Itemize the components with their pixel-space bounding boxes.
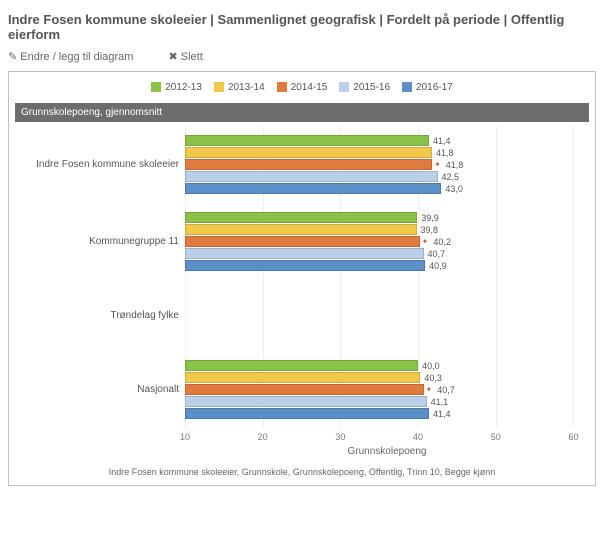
bar-row: 39,8	[185, 224, 589, 235]
x-tick: 30	[335, 432, 345, 442]
bar-row: 40,3	[185, 372, 589, 383]
bars-container: 39,9 39,8 ✦ 40,2 40,7 40,9	[185, 211, 589, 272]
x-tick: 20	[258, 432, 268, 442]
x-tick: 60	[568, 432, 578, 442]
edit-button[interactable]: ✎ Endre / legg til diagram	[8, 51, 149, 63]
legend-item[interactable]: 2016-17	[402, 82, 453, 93]
plot-area: Indre Fosen kommune skoleeier41,441,8✦41…	[15, 126, 589, 428]
x-tick: 40	[413, 432, 423, 442]
chart-footer: Indre Fosen kommune skoleeier, Grunnskol…	[15, 457, 589, 479]
category-group: Indre Fosen kommune skoleeier41,441,8✦41…	[15, 126, 589, 203]
legend-item[interactable]: 2015-16	[339, 82, 390, 93]
legend-swatch	[151, 82, 161, 92]
bar[interactable]	[185, 408, 429, 419]
bar[interactable]	[185, 372, 420, 383]
bar[interactable]	[185, 396, 427, 407]
bar[interactable]	[185, 183, 441, 194]
legend-label: 2016-17	[416, 82, 453, 93]
bar-row: ✦ 41,8	[185, 159, 589, 170]
bar-row: 41,4	[185, 408, 589, 419]
x-axis: 10 20 30 40 50 60	[15, 432, 589, 444]
bar-row: ✦ 40,2	[185, 236, 589, 247]
legend: 2012-13 2013-14 2014-15 2015-16 2016-17	[15, 80, 589, 103]
legend-swatch	[339, 82, 349, 92]
bar[interactable]	[185, 260, 425, 271]
bar-value-label: 39,9	[421, 213, 439, 223]
legend-label: 2014-15	[291, 82, 328, 93]
bar-row: 43,0	[185, 183, 589, 194]
bar[interactable]	[185, 135, 429, 146]
legend-swatch	[402, 82, 412, 92]
bar-value-label: 43,0	[445, 184, 463, 194]
category-group: Nasjonalt 40,0 40,3 ✦ 40,7 41,1 41,4	[15, 351, 589, 428]
bar-value-label: 41,4	[433, 136, 451, 146]
bar-value-label: 40,7	[428, 249, 446, 259]
x-tick: 10	[180, 432, 190, 442]
bar-row: 40,7	[185, 248, 589, 259]
legend-swatch	[277, 82, 287, 92]
marker-icon: ✦	[422, 237, 429, 246]
category-label: Indre Fosen kommune skoleeier	[15, 159, 185, 170]
bar[interactable]	[185, 159, 432, 170]
edit-label: Endre / legg til diagram	[20, 51, 133, 63]
legend-label: 2012-13	[165, 82, 202, 93]
bar[interactable]	[185, 212, 417, 223]
bar-row: 41,8	[185, 147, 589, 158]
bar-value-label: 41,8	[446, 160, 464, 170]
bar[interactable]	[185, 360, 418, 371]
x-axis-ticks: 102030405060	[185, 432, 589, 444]
legend-item[interactable]: 2014-15	[277, 82, 328, 93]
legend-label: 2015-16	[353, 82, 390, 93]
bar-value-label: 40,0	[422, 361, 440, 371]
category-group: Trøndelag fylke	[15, 280, 589, 351]
bar-value-label: 41,8	[436, 148, 454, 158]
bars-container: 40,0 40,3 ✦ 40,7 41,1 41,4	[185, 359, 589, 420]
bar-value-label: 40,7	[437, 385, 455, 395]
category-label: Kommunegruppe 11	[15, 236, 185, 247]
bar-row: 42,5	[185, 171, 589, 182]
x-axis-title: Grunnskolepoeng	[15, 444, 589, 457]
delete-label: Slett	[181, 51, 203, 63]
legend-item[interactable]: 2012-13	[151, 82, 202, 93]
category-label: Trøndelag fylke	[15, 310, 185, 321]
bar[interactable]	[185, 224, 417, 235]
chart-container: 2012-13 2013-14 2014-15 2015-16 2016-17 Grun…	[8, 71, 596, 486]
legend-item[interactable]: 2013-14	[214, 82, 265, 93]
bar-value-label: 41,4	[433, 409, 451, 419]
marker-icon: ✦	[434, 160, 441, 169]
bar-row: 41,1	[185, 396, 589, 407]
category-label: Nasjonalt	[15, 384, 185, 395]
bars-container	[185, 288, 589, 343]
bar-row: 39,9	[185, 212, 589, 223]
bar-row: 40,9	[185, 260, 589, 271]
bar-row: 41,4	[185, 135, 589, 146]
bar-value-label: 40,3	[424, 373, 442, 383]
bar[interactable]	[185, 248, 424, 259]
bar-value-label: 39,8	[421, 225, 439, 235]
bar[interactable]	[185, 384, 424, 395]
bar-value-label: 41,1	[431, 397, 449, 407]
legend-swatch	[214, 82, 224, 92]
bars-container: 41,4 41,8 ✦ 41,8 42,5 43,0	[185, 134, 589, 195]
marker-icon: ✦	[426, 385, 433, 394]
bar-row: ✦ 40,7	[185, 384, 589, 395]
chart-band-title: Grunnskolepoeng, gjennomsnitt	[15, 103, 589, 122]
bar[interactable]	[185, 236, 420, 247]
bar-value-label: 40,9	[429, 261, 447, 271]
category-group: Kommunegruppe 11 39,9 39,8 ✦ 40,2 40,7 40,9	[15, 203, 589, 280]
bar[interactable]	[185, 171, 438, 182]
bar-row: 40,0	[185, 360, 589, 371]
legend-label: 2013-14	[228, 82, 265, 93]
page-title: Indre Fosen kommune skoleeier | Sammenli…	[8, 8, 596, 48]
delete-button[interactable]: ✖ Slett	[168, 51, 218, 63]
x-tick: 50	[491, 432, 501, 442]
toolbar: ✎ Endre / legg til diagram ✖ Slett	[8, 48, 596, 71]
bar[interactable]	[185, 147, 432, 158]
bar-value-label: 42,5	[442, 172, 460, 182]
bar-value-label: 40,2	[433, 237, 451, 247]
